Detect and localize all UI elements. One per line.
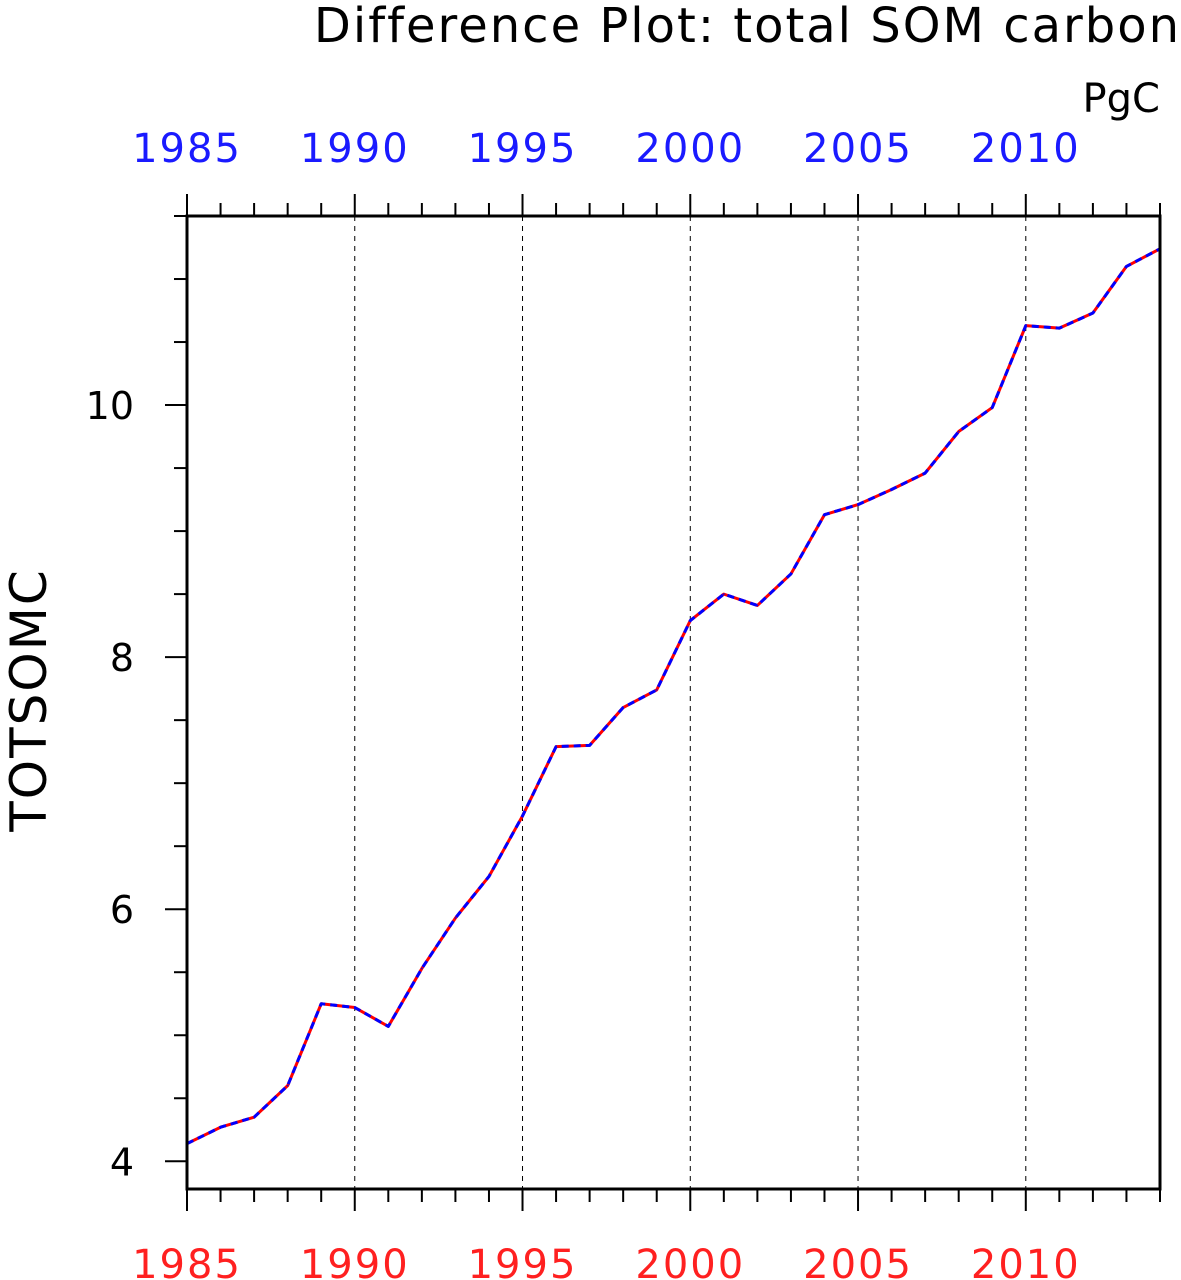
series-2-point-2011: [1058, 327, 1061, 329]
series-2-point-1992: [421, 967, 423, 970]
series-2-point-1990: [353, 1006, 356, 1009]
series-2-point-2000: [689, 619, 692, 622]
x-tick-label-bottom-2005: 2005: [803, 1242, 913, 1280]
series-2-point-1986: [219, 1126, 222, 1129]
x-tick-label-top-2010: 2010: [971, 126, 1081, 172]
series-2-point-2013: [1125, 265, 1128, 268]
y-tick-label-8: 8: [110, 636, 134, 680]
y-axis-label: TOTSOMC: [0, 568, 58, 833]
x-tick-label-bottom-1995: 1995: [468, 1242, 578, 1280]
series-2-point-2008: [957, 430, 960, 433]
series-2-point-2012: [1092, 312, 1094, 314]
series-2-point-2007: [924, 472, 926, 474]
series-2-point-2001: [723, 593, 725, 595]
series-line-2: [186, 247, 1161, 1145]
plot-frame: [185, 214, 1162, 1191]
plot-axes: [165, 194, 1162, 1211]
series-2-point-1994: [488, 875, 490, 878]
x-tick-label-bottom-2010: 2010: [971, 1242, 1081, 1280]
series-2-point-2005: [857, 503, 859, 506]
series-2-point-1999: [655, 689, 658, 691]
series-2-point-1987: [253, 1116, 255, 1118]
series-2-point-1997: [588, 744, 591, 747]
series-2-point-1995: [521, 815, 524, 817]
x-tick-label-top-2005: 2005: [803, 126, 913, 172]
series-2-point-2009: [991, 406, 994, 409]
plot-series: [186, 247, 1161, 1145]
y-tick-label-4: 4: [110, 1140, 134, 1184]
y-tick-label-6: 6: [110, 888, 134, 932]
chart-title: Difference Plot: total SOM carbon: [314, 0, 1181, 54]
series-2-point-2004: [823, 513, 826, 516]
series-2-point-1989: [320, 1002, 323, 1005]
series-2-point-1988: [286, 1084, 289, 1087]
x-tick-label-top-2000: 2000: [635, 126, 745, 172]
x-tick-label-bottom-1985: 1985: [132, 1242, 242, 1280]
x-tick-label-top-1990: 1990: [300, 126, 410, 172]
series-2-point-1996: [555, 745, 557, 748]
series-2-point-2002: [756, 604, 759, 607]
series-2-point-2010: [1024, 324, 1027, 327]
series-2-point-2003: [790, 573, 792, 575]
y-tick-label-10: 10: [86, 384, 134, 428]
series-2-point-1998: [622, 706, 624, 709]
series-2-point-1993: [454, 917, 457, 919]
series-2-point-2006: [890, 488, 893, 491]
series-line-1: [186, 247, 1161, 1145]
series-2-point-1991: [387, 1025, 390, 1028]
x-tick-label-top-1985: 1985: [132, 126, 242, 172]
x-tick-label-top-1995: 1995: [468, 126, 578, 172]
x-tick-label-bottom-1990: 1990: [300, 1242, 410, 1280]
tick-labels: 1985 1985 1990 1990 1995 1995 2000 2000 2005 2005…: [86, 126, 1081, 1280]
units-label: PgC: [1083, 76, 1160, 122]
grid-lines: [354, 216, 1027, 1189]
x-tick-label-bottom-2000: 2000: [635, 1242, 745, 1280]
